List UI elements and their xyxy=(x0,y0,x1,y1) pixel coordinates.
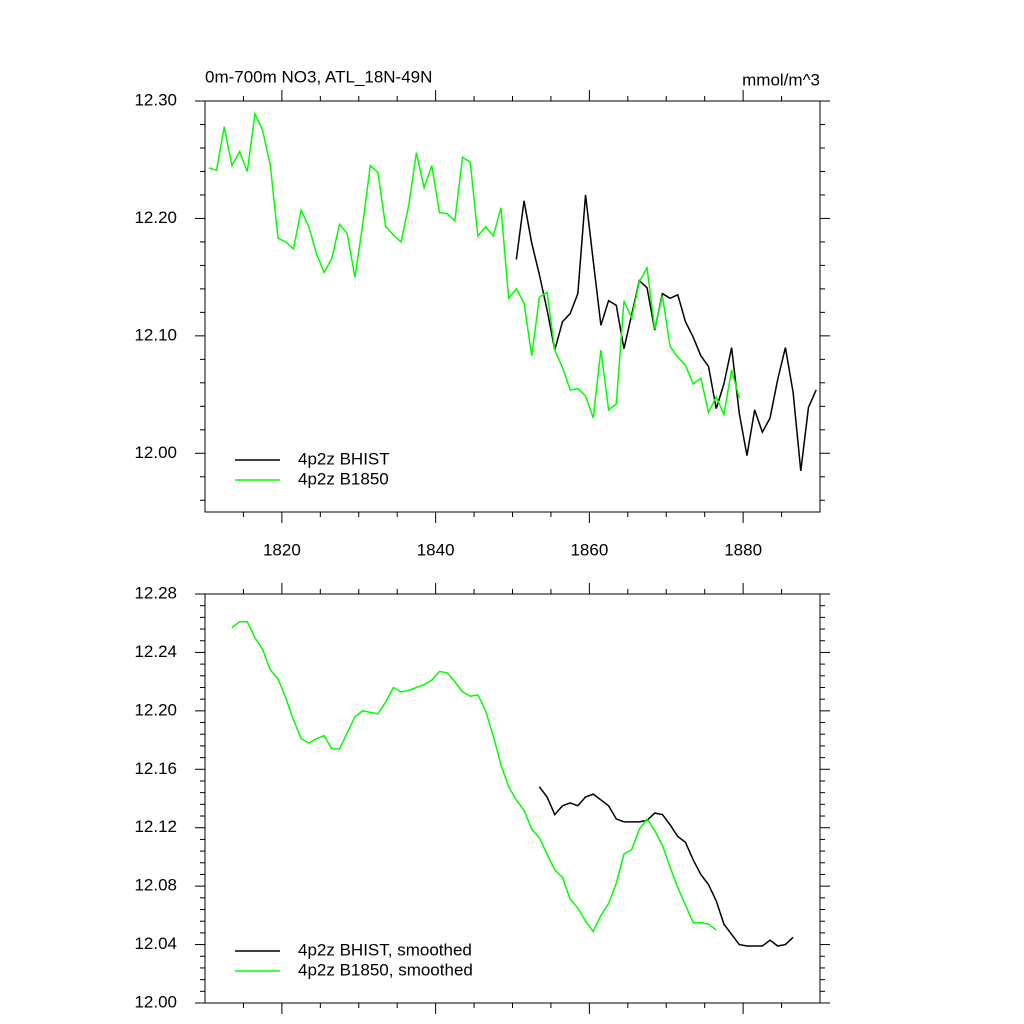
legend-label: 4p2z B1850, smoothed xyxy=(298,960,473,979)
data-line xyxy=(515,194,817,471)
data-line xyxy=(231,621,717,933)
legend-label: 4p2z BHIST xyxy=(298,449,390,468)
x-tick-label: 1860 xyxy=(570,540,608,559)
y-tick-label: 12.16 xyxy=(134,759,177,778)
chart-title: 0m-700m NO3, ATL_18N-49N xyxy=(205,67,432,86)
data-line xyxy=(538,786,794,947)
units-label: mmol/m^3 xyxy=(742,70,820,89)
y-tick-label: 12.12 xyxy=(134,817,177,836)
y-tick-label: 12.00 xyxy=(134,992,177,1011)
y-tick-label: 12.20 xyxy=(134,208,177,227)
y-tick-label: 12.28 xyxy=(134,583,177,602)
x-tick-label: 1840 xyxy=(417,540,455,559)
y-tick-label: 12.30 xyxy=(134,90,177,109)
y-tick-label: 12.20 xyxy=(134,700,177,719)
y-tick-label: 12.10 xyxy=(134,325,177,344)
y-tick-label: 12.08 xyxy=(134,876,177,895)
x-tick-label: 1880 xyxy=(724,540,762,559)
x-tick-label: 1820 xyxy=(263,540,301,559)
legend-label: 4p2z BHIST, smoothed xyxy=(298,940,472,959)
y-tick-label: 12.04 xyxy=(134,934,177,953)
y-tick-label: 12.00 xyxy=(134,443,177,462)
data-line xyxy=(208,111,741,419)
y-tick-label: 12.24 xyxy=(134,642,177,661)
legend-label: 4p2z B1850 xyxy=(298,469,389,488)
